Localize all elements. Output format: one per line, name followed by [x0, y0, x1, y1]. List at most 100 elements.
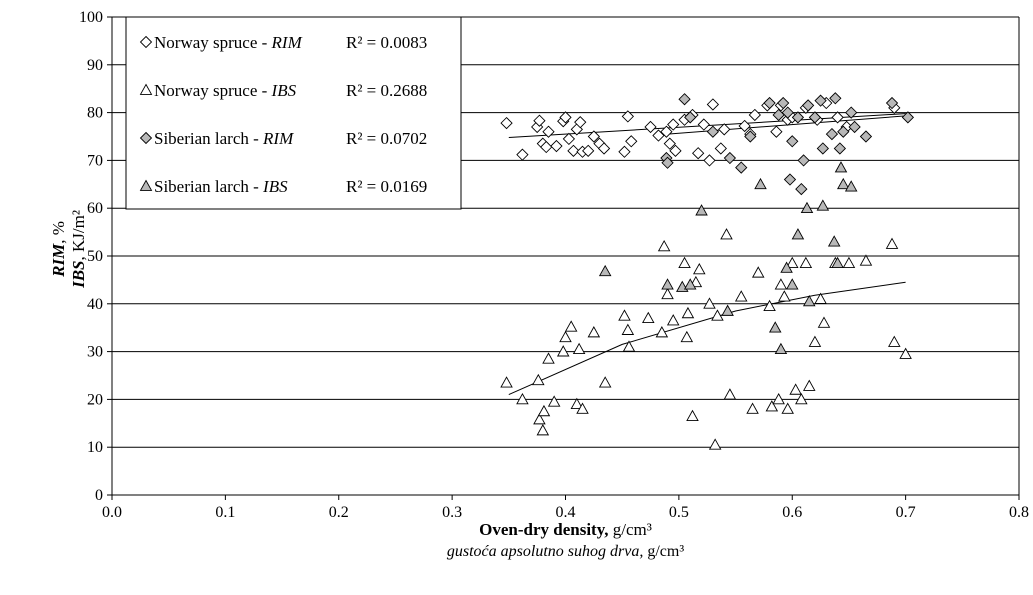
legend-marker [139, 83, 153, 95]
data-point [663, 137, 676, 150]
data-point [582, 144, 595, 157]
data-point [706, 98, 720, 111]
data-point [644, 120, 657, 134]
x-label-english: Oven-dry density, [479, 520, 609, 539]
data-point [735, 161, 748, 174]
trendline [667, 115, 906, 135]
legend-label: Siberian larch - IBS [154, 177, 288, 196]
data-point [786, 135, 799, 148]
data-point [697, 118, 710, 131]
y-tick-label: 20 [87, 391, 103, 408]
data-point [661, 278, 674, 290]
data-point [667, 118, 680, 131]
data-point [748, 108, 761, 122]
y-label-ibs: IBS [69, 261, 88, 289]
y-label-rim-unit: , % [49, 221, 68, 244]
data-point [763, 96, 776, 110]
data-point [683, 278, 697, 290]
data-point [669, 144, 682, 157]
legend-marker [139, 35, 153, 49]
data-point [763, 299, 776, 312]
legend-marker [139, 131, 153, 145]
data-point [765, 400, 779, 412]
data-point [791, 228, 805, 240]
y-label-rim: RIM [49, 243, 68, 278]
legend-r2: R² = 0.0169 [346, 177, 427, 196]
y-tick-label: 80 [87, 105, 103, 122]
data-point [814, 94, 827, 107]
data-point [533, 114, 546, 127]
data-point [562, 132, 576, 146]
data-point [789, 383, 802, 395]
data-point [802, 379, 816, 391]
y-tick-label: 100 [79, 9, 103, 26]
data-point [797, 154, 810, 167]
data-point [556, 345, 570, 357]
data-point [845, 106, 858, 119]
x-tick-label: 0.0 [102, 504, 122, 521]
data-point [738, 119, 751, 133]
data-point [587, 130, 600, 143]
x-tick-label: 0.4 [556, 504, 576, 521]
data-point [706, 125, 720, 138]
data-point [708, 438, 722, 450]
data-point [536, 424, 550, 436]
data-point [795, 392, 808, 405]
data-point [816, 199, 830, 211]
trendlines [508, 113, 906, 396]
data-point [621, 110, 634, 123]
data-point [703, 154, 716, 167]
y-tick-label: 40 [87, 296, 103, 313]
data-point [680, 330, 694, 343]
data-point [799, 256, 813, 269]
data-point [837, 125, 850, 138]
data-point [684, 111, 697, 124]
x-label-croatian: gustoća apsolutno suhog drva, [446, 543, 644, 560]
y-tick-label: 70 [87, 152, 103, 169]
data-point [751, 266, 765, 278]
data-point [533, 413, 546, 425]
y-tick-label: 60 [87, 200, 103, 217]
data-point [744, 130, 757, 143]
data-point [795, 182, 808, 196]
data-point [848, 120, 861, 134]
data-point [678, 256, 691, 269]
data-point [859, 254, 873, 266]
data-point [734, 290, 748, 302]
y-tick-label: 10 [87, 439, 103, 456]
data-point [714, 142, 727, 155]
data-point [572, 342, 586, 355]
data-point [574, 116, 587, 129]
data-point [885, 237, 899, 249]
data-point [567, 144, 580, 157]
data-point [681, 306, 695, 319]
data-point [829, 92, 842, 105]
data-point [711, 309, 724, 321]
data-point [622, 340, 636, 352]
data-point [661, 156, 674, 169]
legend-label: Norway spruce - RIM [154, 33, 303, 52]
data-point [500, 116, 513, 130]
legend-r2: R² = 0.0083 [346, 33, 427, 52]
data-point [542, 125, 555, 138]
y-label-ibs-unit: , KJ/m² [69, 210, 88, 260]
data-point [774, 278, 788, 290]
data-point [833, 142, 847, 155]
legend-box [125, 16, 462, 210]
data-point [778, 290, 791, 302]
x-axis-label-croatian: gustoća apsolutno suhog drva, g/cm³ [112, 543, 1019, 561]
legend-r2: R² = 0.2688 [346, 81, 427, 100]
data-point [598, 376, 612, 388]
x-tick-label: 0.8 [1009, 504, 1029, 521]
data-point [693, 262, 706, 275]
data-point [655, 326, 669, 338]
data-point [723, 151, 737, 165]
legend: Norway spruce - RIM R² = 0.0083 Norway spr… [125, 16, 462, 210]
legend-marker [139, 179, 153, 191]
data-point [625, 135, 638, 148]
x-tick-label: 0.3 [442, 504, 462, 521]
data-point [657, 240, 671, 252]
svg-text:RIM, %: RIM, % [49, 221, 68, 278]
data-point [800, 201, 814, 214]
